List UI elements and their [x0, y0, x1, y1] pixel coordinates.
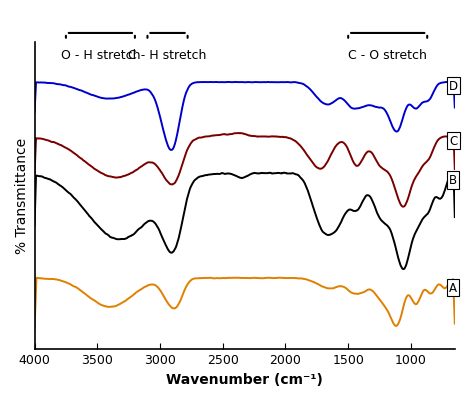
Text: C: C: [449, 135, 457, 148]
Text: A: A: [449, 281, 457, 294]
Text: D: D: [449, 79, 458, 92]
Text: O - H stretch: O - H stretch: [61, 49, 140, 62]
Text: B: B: [449, 174, 457, 187]
Y-axis label: % Transmittance: % Transmittance: [15, 138, 29, 254]
X-axis label: Wavenumber (cm⁻¹): Wavenumber (cm⁻¹): [166, 372, 323, 386]
Text: C - O stretch: C - O stretch: [348, 49, 427, 62]
Text: C - H stretch: C - H stretch: [128, 49, 207, 62]
